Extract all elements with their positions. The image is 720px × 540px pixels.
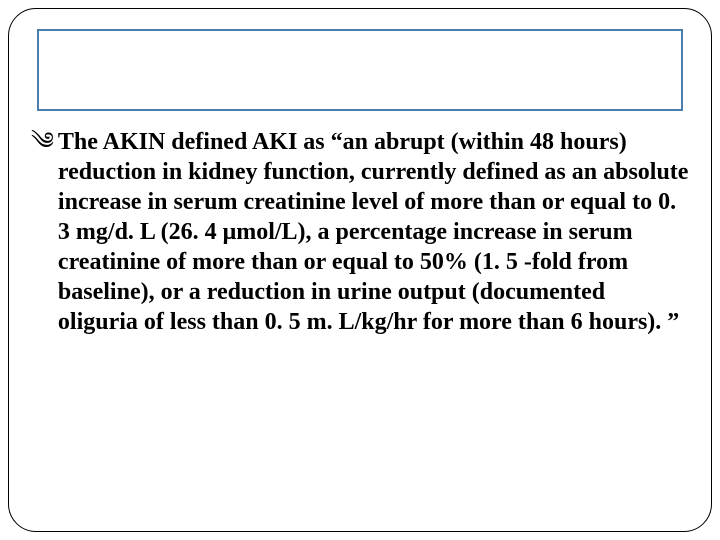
title-box (37, 29, 683, 111)
bullet-marker-icon: ༄ (31, 127, 54, 157)
slide-content: ༄ The AKIN defined AKI as “an abrupt (wi… (31, 127, 689, 511)
slide-frame: ༄ The AKIN defined AKI as “an abrupt (wi… (8, 8, 712, 532)
bullet-item: ༄ The AKIN defined AKI as “an abrupt (wi… (31, 127, 689, 337)
body-text: The AKIN defined AKI as “an abrupt (with… (58, 127, 689, 337)
